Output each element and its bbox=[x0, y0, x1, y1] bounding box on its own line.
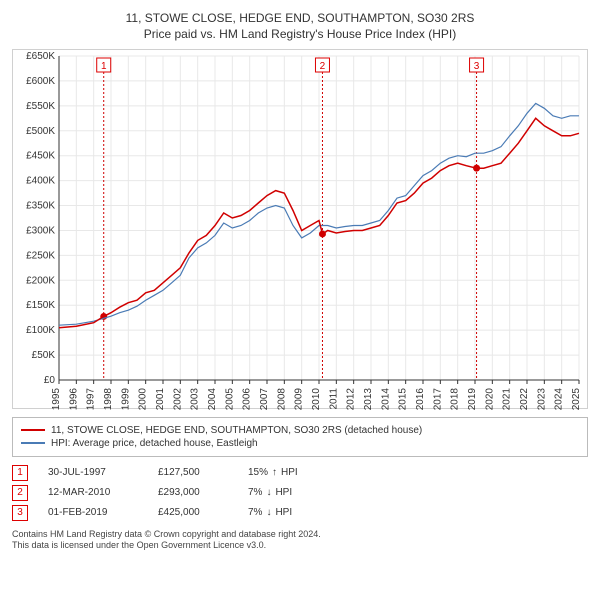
swatch-series2 bbox=[21, 442, 45, 444]
svg-text:1998: 1998 bbox=[103, 387, 114, 409]
svg-text:1999: 1999 bbox=[120, 387, 131, 409]
swatch-series1 bbox=[21, 429, 45, 431]
legend-label-2: HPI: Average price, detached house, East… bbox=[51, 438, 258, 449]
svg-text:£200K: £200K bbox=[26, 275, 55, 286]
svg-text:£250K: £250K bbox=[26, 250, 55, 261]
event-delta: 7% ↓ HPI bbox=[248, 487, 292, 498]
event-number-box: 1 bbox=[12, 465, 28, 481]
svg-text:2025: 2025 bbox=[571, 387, 582, 409]
legend-item-1: 11, STOWE CLOSE, HEDGE END, SOUTHAMPTON,… bbox=[21, 425, 579, 436]
svg-text:1: 1 bbox=[101, 61, 107, 72]
svg-text:£350K: £350K bbox=[26, 200, 55, 211]
svg-text:2012: 2012 bbox=[346, 387, 357, 409]
svg-text:£500K: £500K bbox=[26, 126, 55, 137]
event-row: 2 12-MAR-2010 £293,000 7% ↓ HPI bbox=[12, 485, 588, 501]
svg-text:2013: 2013 bbox=[363, 387, 374, 409]
page-title: 11, STOWE CLOSE, HEDGE END, SOUTHAMPTON,… bbox=[12, 10, 588, 27]
svg-text:£600K: £600K bbox=[26, 76, 55, 87]
svg-text:£0: £0 bbox=[44, 375, 56, 386]
event-price: £425,000 bbox=[158, 507, 228, 518]
event-number-box: 2 bbox=[12, 485, 28, 501]
event-price: £127,500 bbox=[158, 467, 228, 478]
svg-text:2017: 2017 bbox=[432, 387, 443, 409]
svg-text:2003: 2003 bbox=[190, 387, 201, 409]
arrow-down-icon: ↓ bbox=[266, 507, 271, 518]
arrow-down-icon: ↓ bbox=[266, 487, 271, 498]
svg-text:2010: 2010 bbox=[311, 387, 322, 409]
svg-text:1997: 1997 bbox=[86, 387, 97, 409]
event-date: 12-MAR-2010 bbox=[48, 487, 138, 498]
svg-text:2021: 2021 bbox=[502, 387, 513, 409]
svg-text:2018: 2018 bbox=[450, 387, 461, 409]
event-price: £293,000 bbox=[158, 487, 228, 498]
svg-text:2020: 2020 bbox=[484, 387, 495, 409]
svg-text:1995: 1995 bbox=[51, 387, 62, 409]
svg-text:2008: 2008 bbox=[276, 387, 287, 409]
event-date: 01-FEB-2019 bbox=[48, 507, 138, 518]
svg-text:2004: 2004 bbox=[207, 387, 218, 409]
svg-text:2024: 2024 bbox=[554, 387, 565, 409]
events-table: 1 30-JUL-1997 £127,500 15% ↑ HPI 2 12-MA… bbox=[12, 465, 588, 521]
svg-text:2000: 2000 bbox=[138, 387, 149, 409]
event-row: 3 01-FEB-2019 £425,000 7% ↓ HPI bbox=[12, 505, 588, 521]
price-vs-hpi-chart: £0 £50K £100K £150K £200K £250K £300K £350K £400… bbox=[12, 49, 588, 409]
page-subtitle: Price paid vs. HM Land Registry's House … bbox=[12, 27, 588, 41]
svg-text:2011: 2011 bbox=[328, 387, 339, 409]
svg-text:£100K: £100K bbox=[26, 325, 55, 336]
arrow-up-icon: ↑ bbox=[272, 467, 277, 478]
svg-text:2007: 2007 bbox=[259, 387, 270, 409]
svg-text:2006: 2006 bbox=[242, 387, 253, 409]
svg-text:2016: 2016 bbox=[415, 387, 426, 409]
svg-text:£650K: £650K bbox=[26, 51, 55, 62]
svg-text:3: 3 bbox=[474, 61, 480, 72]
svg-text:2: 2 bbox=[320, 61, 326, 72]
svg-text:2019: 2019 bbox=[467, 387, 478, 409]
svg-text:£300K: £300K bbox=[26, 225, 55, 236]
svg-text:£550K: £550K bbox=[26, 101, 55, 112]
svg-text:2005: 2005 bbox=[224, 387, 235, 409]
legend: 11, STOWE CLOSE, HEDGE END, SOUTHAMPTON,… bbox=[12, 417, 588, 457]
event-date: 30-JUL-1997 bbox=[48, 467, 138, 478]
svg-text:£50K: £50K bbox=[32, 350, 56, 361]
svg-text:2014: 2014 bbox=[380, 387, 391, 409]
svg-text:2001: 2001 bbox=[155, 387, 166, 409]
svg-text:2015: 2015 bbox=[398, 387, 409, 409]
event-delta: 15% ↑ HPI bbox=[248, 467, 298, 478]
svg-text:£150K: £150K bbox=[26, 300, 55, 311]
event-row: 1 30-JUL-1997 £127,500 15% ↑ HPI bbox=[12, 465, 588, 481]
legend-label-1: 11, STOWE CLOSE, HEDGE END, SOUTHAMPTON,… bbox=[51, 425, 422, 436]
event-number-box: 3 bbox=[12, 505, 28, 521]
legend-item-2: HPI: Average price, detached house, East… bbox=[21, 438, 579, 449]
svg-text:2023: 2023 bbox=[536, 387, 547, 409]
svg-text:£450K: £450K bbox=[26, 150, 55, 161]
event-delta: 7% ↓ HPI bbox=[248, 507, 292, 518]
svg-text:£400K: £400K bbox=[26, 175, 55, 186]
attribution: Contains HM Land Registry data © Crown c… bbox=[12, 529, 588, 552]
svg-text:2022: 2022 bbox=[519, 387, 530, 409]
svg-text:1996: 1996 bbox=[68, 387, 79, 409]
svg-text:2002: 2002 bbox=[172, 387, 183, 409]
svg-text:2009: 2009 bbox=[294, 387, 305, 409]
